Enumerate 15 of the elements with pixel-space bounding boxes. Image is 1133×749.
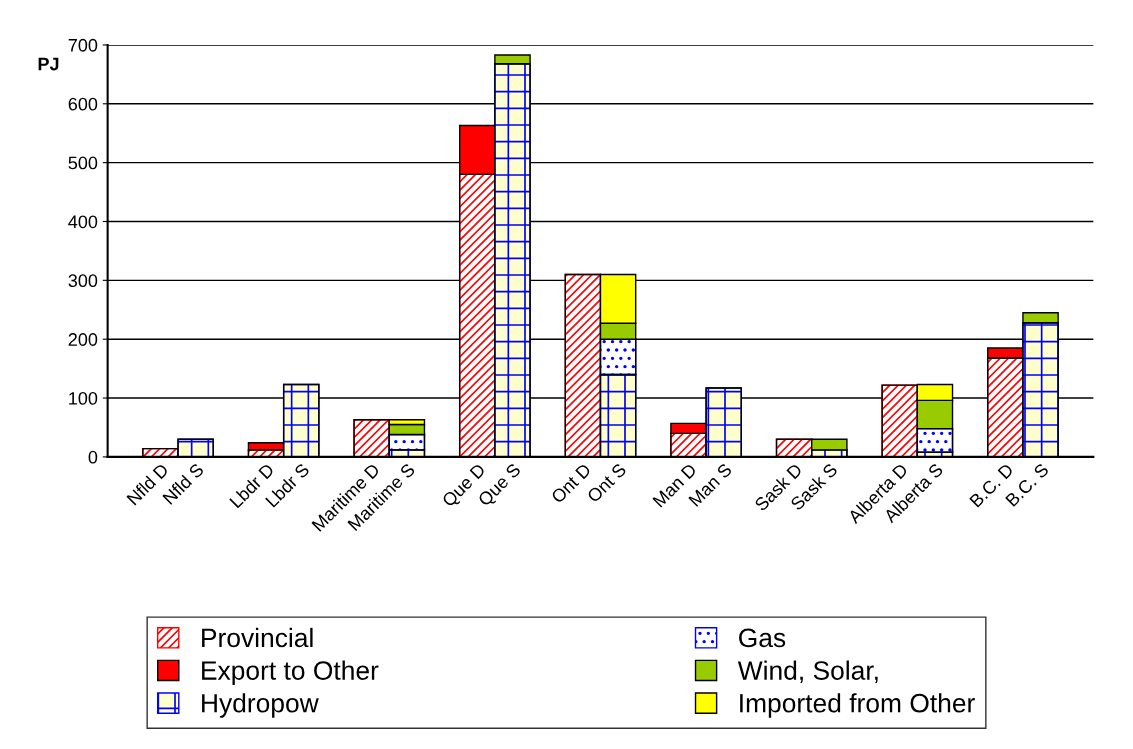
legend-label: Provincial bbox=[202, 627, 313, 648]
y-axis-title: PJ bbox=[38, 57, 59, 71]
y-tick-label: 0 bbox=[88, 450, 98, 464]
y-tick-label: 500 bbox=[68, 156, 98, 170]
y-tick-label: 100 bbox=[69, 391, 98, 405]
legend-label: Wind, Solar, bbox=[737, 660, 878, 684]
legend-label: Imported from Other bbox=[740, 693, 975, 718]
legend-label: Gas bbox=[739, 628, 786, 648]
y-tick-label: 300 bbox=[68, 274, 98, 288]
legend-label: Export to Other bbox=[202, 660, 379, 686]
y-tick-label: 700 bbox=[68, 38, 98, 52]
y-tick-label: 600 bbox=[68, 97, 98, 111]
y-tick-label: 400 bbox=[68, 215, 98, 229]
legend-label: Hydropow bbox=[202, 693, 319, 718]
y-tick-label: 200 bbox=[68, 333, 98, 346]
